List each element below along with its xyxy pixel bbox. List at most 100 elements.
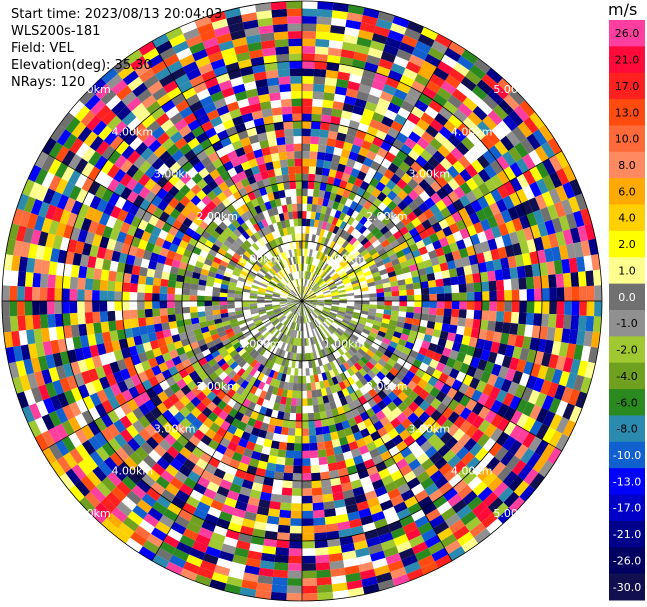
gate [39,301,48,315]
gate [342,378,351,388]
gate [464,203,476,216]
gate [307,256,312,265]
gate [165,561,183,576]
gate [390,120,404,133]
gate [466,292,475,301]
gate [500,257,510,270]
gate [516,359,527,373]
gate [475,380,487,393]
gate [24,315,34,330]
gate [333,415,342,425]
gate [282,366,288,375]
gate [360,287,369,292]
gate [192,322,201,331]
gate [367,259,376,267]
gate [324,275,332,283]
gate [189,295,198,301]
gate [522,252,532,266]
gate [212,405,223,417]
gate [568,257,578,273]
gate [302,353,306,361]
gate [283,472,293,481]
gate [336,460,347,470]
gate [125,537,143,553]
gate [541,288,550,301]
gate [176,346,186,356]
gate [383,546,399,558]
gate [403,435,416,447]
gate [65,337,75,351]
gate [274,347,281,356]
gate [305,218,311,227]
gate [316,16,332,25]
gate [249,489,262,500]
gate [549,171,563,189]
gate [295,338,299,346]
gate [362,364,371,374]
gate [388,275,398,283]
gate [508,475,524,492]
gate [331,297,340,300]
gate [371,404,382,415]
gate [256,396,265,406]
gate [415,239,426,250]
gate [302,473,312,481]
gate [366,94,380,105]
gate [342,263,351,271]
gate [313,189,320,198]
gate [374,279,383,286]
gate [96,343,107,356]
gate [331,17,347,27]
gate [540,206,552,223]
gate [311,234,316,243]
gate [337,521,351,531]
gate [252,314,260,320]
gate [302,61,315,69]
gate [526,349,537,364]
gate [221,316,230,323]
gate [429,137,443,151]
gate [16,391,29,409]
gate [392,386,403,397]
gate [273,471,284,480]
gate [344,457,356,468]
gate [509,162,523,178]
gate [206,319,216,327]
gate [363,325,372,332]
gate [66,375,78,390]
gate [555,400,569,417]
gate [541,352,552,367]
gate [465,398,478,412]
gate [309,302,317,305]
gate [161,451,175,465]
gate [284,404,291,413]
gate [495,389,508,404]
gate [542,427,556,444]
gate [387,162,399,174]
gate [440,383,452,395]
gate [496,431,510,447]
gate [417,33,435,48]
gate [277,357,284,366]
gate [353,414,364,425]
gate [395,249,405,259]
gate [189,547,206,561]
gate [277,314,285,320]
gate [501,355,513,369]
gate [421,287,430,295]
gate [421,252,431,262]
gate [331,376,339,385]
gate [334,383,342,392]
gate [247,322,256,329]
gate [118,338,129,350]
gate [562,357,574,373]
gate [477,100,493,116]
gate [305,226,310,234]
gate [272,297,280,300]
gate [336,314,344,320]
gate [234,297,243,301]
gate [177,325,187,334]
gate [498,99,514,116]
gate [335,265,343,273]
gate [309,301,317,304]
